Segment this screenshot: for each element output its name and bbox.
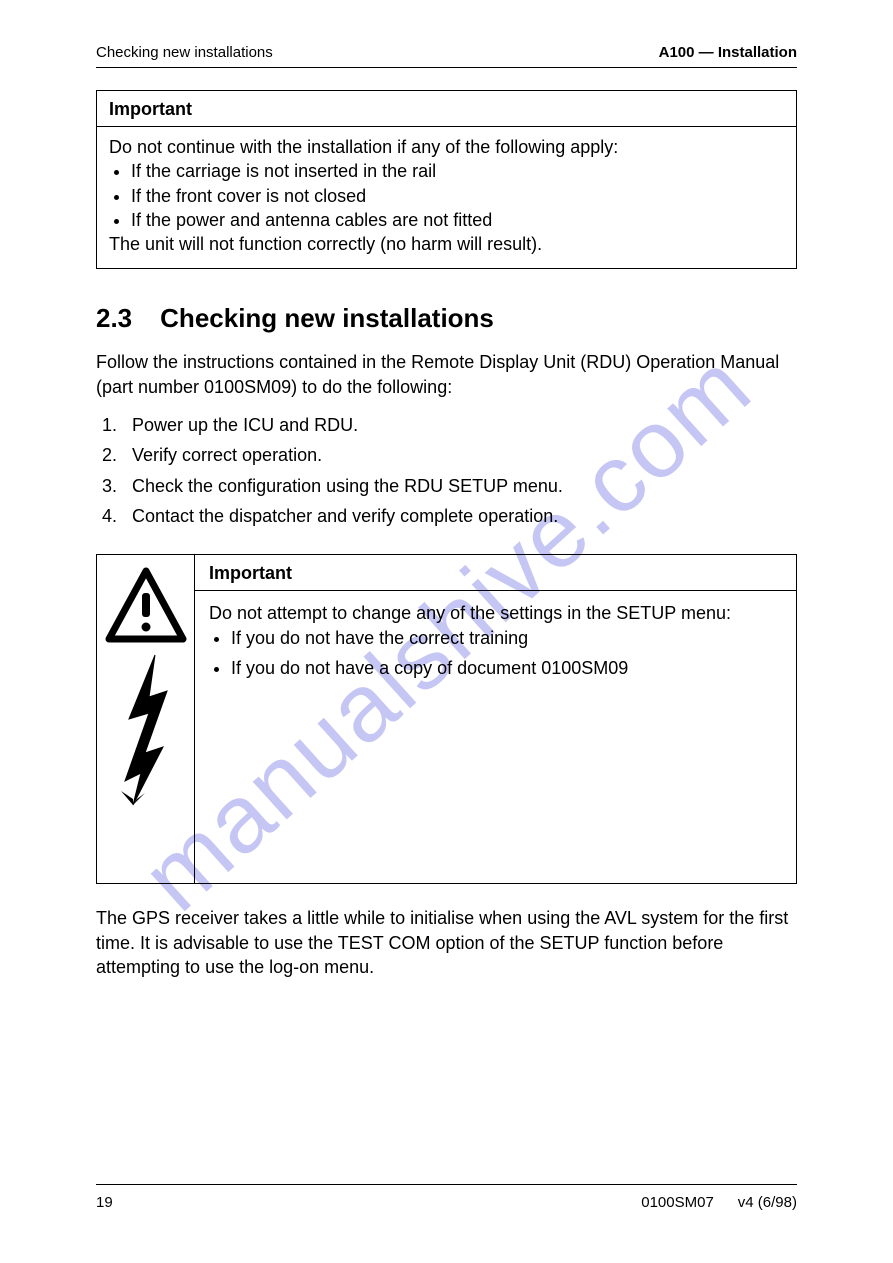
footer-page-number: 19: [96, 1194, 113, 1211]
header-rule: [96, 67, 797, 68]
important-box-1: Important Do not continue with the insta…: [96, 90, 797, 269]
page-footer: 19 0100SM07 v4 (6/98): [96, 1194, 797, 1211]
procedure-step-4: Contact the dispatcher and verify comple…: [122, 504, 797, 528]
warning-box-body: Do not attempt to change any of the sett…: [195, 591, 796, 700]
section-heading: 2.3 Checking new installations: [96, 303, 797, 334]
important-box-1-bullet-2: If the front cover is not closed: [131, 184, 784, 208]
important-box-1-outro: The unit will not function correctly (no…: [109, 232, 784, 256]
warning-triangle-icon: [105, 565, 187, 645]
section-title: Checking new installations: [160, 303, 494, 334]
warning-box-icon-column: [97, 555, 195, 883]
section-number: 2.3: [96, 303, 132, 334]
paragraph-instructions: Follow the instructions contained in the…: [96, 350, 797, 399]
header-left: Checking new installations: [96, 44, 273, 61]
warning-box-bullet-1: If you do not have the correct training: [231, 626, 782, 650]
header-right: A100 — Installation: [659, 44, 797, 61]
warning-box-bullet-2: If you do not have a copy of document 01…: [231, 656, 782, 680]
important-box-1-title: Important: [97, 91, 796, 127]
procedure-step-3: Check the configuration using the RDU SE…: [122, 474, 797, 498]
lightning-bolt-icon: [111, 651, 181, 811]
procedure-list: Power up the ICU and RDU. Verify correct…: [96, 413, 797, 528]
procedure-step-1: Power up the ICU and RDU.: [122, 413, 797, 437]
procedure-step-2: Verify correct operation.: [122, 443, 797, 467]
warning-box: Important Do not attempt to change any o…: [96, 554, 797, 884]
paragraph-gps-note: The GPS receiver takes a little while to…: [96, 906, 797, 979]
important-box-1-bullet-1: If the carriage is not inserted in the r…: [131, 159, 784, 183]
warning-box-intro: Do not attempt to change any of the sett…: [209, 601, 782, 625]
footer-doc-id: 0100SM07: [641, 1194, 714, 1211]
important-box-1-body: Do not continue with the installation if…: [97, 127, 796, 268]
warning-box-content: Important Do not attempt to change any o…: [195, 555, 796, 883]
important-box-1-intro: Do not continue with the installation if…: [109, 135, 784, 159]
warning-box-title: Important: [195, 555, 796, 591]
important-box-1-bullet-3: If the power and antenna cables are not …: [131, 208, 784, 232]
footer-rule: [96, 1184, 797, 1185]
page-header: Checking new installations A100 — Instal…: [96, 44, 797, 65]
footer-version: v4 (6/98): [738, 1194, 797, 1211]
